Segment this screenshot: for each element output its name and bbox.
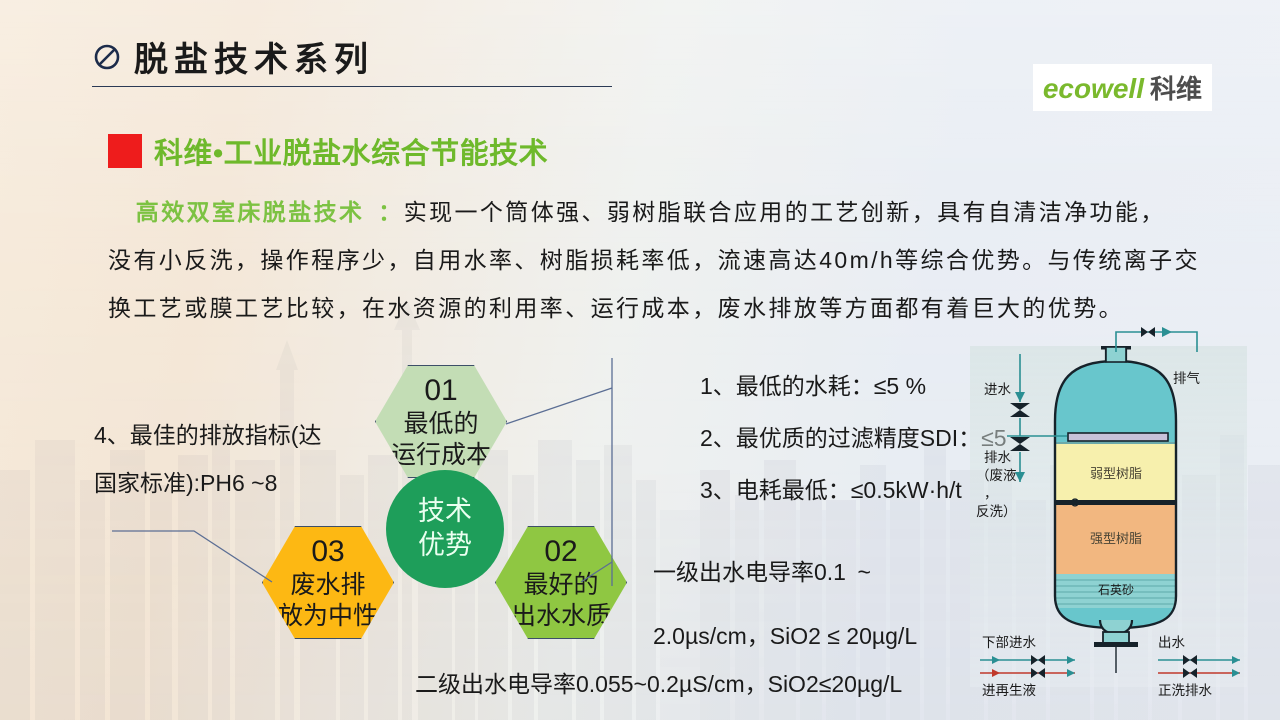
svg-text:出水: 出水 — [1158, 635, 1186, 650]
svg-text:排气: 排气 — [1173, 371, 1200, 386]
svg-text:，: ， — [984, 486, 998, 501]
svg-text:（废液: （废液 — [976, 468, 1017, 483]
svg-text:正洗排水: 正洗排水 — [1158, 683, 1212, 698]
svg-text:进水: 进水 — [984, 382, 1012, 397]
svg-text:排水: 排水 — [984, 450, 1012, 465]
svg-text:进再生液: 进再生液 — [982, 683, 1036, 698]
svg-text:反洗）: 反洗） — [976, 504, 1017, 519]
svg-text:下部进水: 下部进水 — [982, 635, 1036, 650]
